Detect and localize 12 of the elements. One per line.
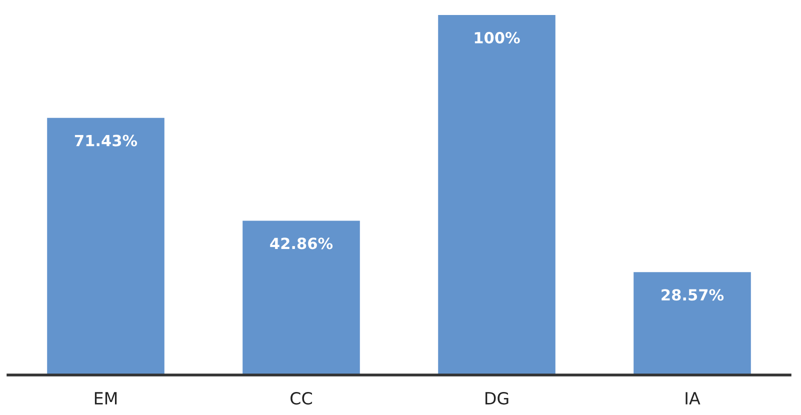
x-tick-label: CC xyxy=(290,392,312,405)
bar xyxy=(47,118,164,375)
x-tick-label: IA xyxy=(686,392,700,404)
bar xyxy=(634,272,751,375)
x-tick-label: DG xyxy=(486,392,508,405)
bar xyxy=(438,15,556,375)
data-label: 100% xyxy=(474,32,520,44)
x-tick-label: EM xyxy=(94,392,117,404)
data-label: 42.86% xyxy=(270,238,333,250)
data-label: 28.57% xyxy=(662,289,724,301)
bar xyxy=(242,220,360,375)
data-label: 71.43% xyxy=(74,134,138,146)
